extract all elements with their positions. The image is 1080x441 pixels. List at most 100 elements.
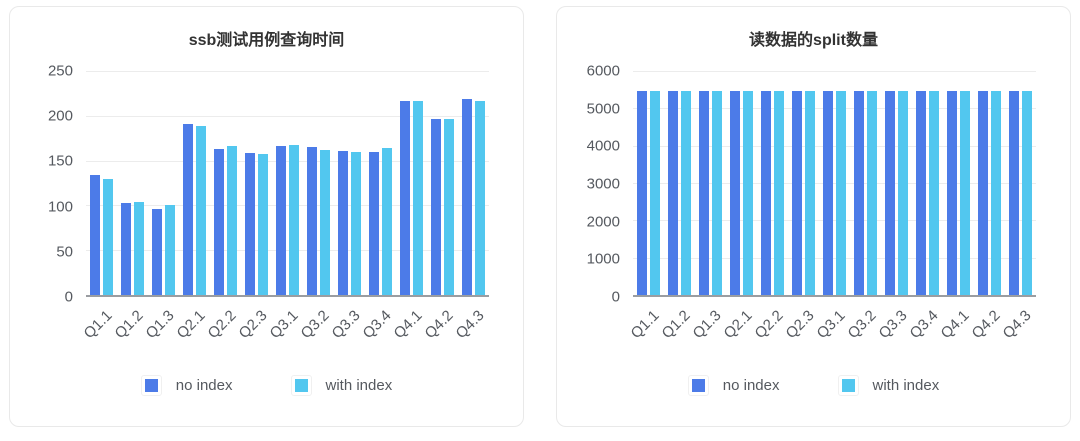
bar-group-Q4.1 bbox=[396, 71, 427, 295]
bar-with-index-Q1.3 bbox=[165, 205, 175, 295]
legend-label: with index bbox=[325, 377, 393, 394]
legend-swatch-icon bbox=[837, 375, 859, 396]
legend-swatch-icon bbox=[140, 375, 162, 396]
bar-group-Q3.1 bbox=[272, 71, 303, 295]
x-label-Q1.1: Q1.1 bbox=[627, 307, 664, 343]
bar-group-Q3.4 bbox=[365, 71, 396, 295]
bar-with-index-Q2.3 bbox=[805, 90, 815, 295]
bar-no-index-Q3.1 bbox=[823, 90, 833, 295]
gridline bbox=[633, 71, 1036, 72]
bar-group-Q1.3 bbox=[695, 71, 726, 295]
bar-no-index-Q2.3 bbox=[245, 153, 255, 295]
bar-group-Q3.2 bbox=[850, 71, 881, 295]
bar-group-Q1.2 bbox=[664, 71, 695, 295]
legend-swatch-color bbox=[841, 379, 855, 392]
chart-card-split-count: 读数据的split数量 6000 5000 4000 3000 2000 1000 0 Q1… bbox=[556, 6, 1071, 427]
plot-area bbox=[633, 71, 1036, 297]
chart-title: ssb测试用例查询时间 bbox=[188, 32, 345, 49]
bar-group-Q3.2 bbox=[303, 71, 334, 295]
x-label-Q3.3: Q3.3 bbox=[875, 307, 912, 343]
x-label-Q2.1: Q2.1 bbox=[720, 307, 757, 343]
x-label-Q4.2: Q4.2 bbox=[421, 307, 458, 343]
bar-with-index-Q1.2 bbox=[134, 201, 144, 295]
y-tick-label: 4000 bbox=[586, 137, 620, 155]
bar-with-index-Q4.1 bbox=[413, 101, 423, 295]
bar-no-index-Q4.1 bbox=[400, 101, 410, 295]
gridline bbox=[86, 115, 489, 117]
x-axis-labels: Q1.1 Q1.2 Q1.3 Q2.1 Q2.2 Q2.3 Q3.1 Q3.2 Q3.3 Q3.4… bbox=[628, 297, 1036, 359]
x-label-Q3.2: Q3.2 bbox=[844, 307, 881, 343]
x-label-Q4.1: Q4.1 bbox=[937, 307, 974, 343]
x-label-Q4.2: Q4.2 bbox=[968, 307, 1005, 343]
y-tick-label: 2000 bbox=[586, 213, 620, 231]
bar-group-Q2.1 bbox=[179, 71, 210, 295]
x-label-Q2.1: Q2.1 bbox=[173, 307, 210, 343]
bar-group-Q1.1 bbox=[633, 71, 664, 295]
bar-no-index-Q3.4 bbox=[369, 151, 379, 295]
chart-legend: no index with index bbox=[10, 375, 523, 396]
bar-group-Q4.2 bbox=[974, 71, 1005, 295]
bar-no-index-Q3.3 bbox=[885, 90, 895, 295]
bar-group-Q3.4 bbox=[912, 71, 943, 295]
bar-with-index-Q1.3 bbox=[712, 90, 722, 295]
x-label-Q1.2: Q1.2 bbox=[111, 307, 148, 343]
bar-no-index-Q4.2 bbox=[431, 118, 441, 295]
x-label-slot: Q4.3 bbox=[1000, 297, 1036, 359]
bar-group-Q2.2 bbox=[757, 71, 788, 295]
bar-with-index-Q2.1 bbox=[743, 90, 753, 295]
bar-with-index-Q4.3 bbox=[475, 101, 485, 295]
bar-group-Q2.1 bbox=[726, 71, 757, 295]
x-label-Q2.3: Q2.3 bbox=[235, 307, 272, 343]
bar-no-index-Q3.3 bbox=[338, 150, 348, 295]
bar-with-index-Q1.1 bbox=[103, 179, 113, 295]
x-label-Q1.3: Q1.3 bbox=[142, 307, 179, 343]
x-label-Q2.2: Q2.2 bbox=[204, 307, 241, 343]
bar-group-Q4.1 bbox=[943, 71, 974, 295]
legend-item-no-index[interactable]: no index bbox=[140, 375, 233, 396]
y-tick-label: 0 bbox=[611, 288, 620, 306]
bar-group-Q4.2 bbox=[427, 71, 458, 295]
gridline bbox=[86, 71, 489, 72]
chart-body: 6000 5000 4000 3000 2000 1000 0 bbox=[557, 63, 1070, 306]
legend-swatch-color bbox=[691, 379, 705, 392]
y-axis: 250 200 150 100 50 0 bbox=[20, 63, 86, 306]
x-label-Q3.4: Q3.4 bbox=[359, 307, 396, 343]
y-tick-label: 1000 bbox=[586, 250, 620, 268]
x-label-Q4.3: Q4.3 bbox=[452, 307, 489, 343]
bar-no-index-Q3.2 bbox=[307, 147, 317, 295]
bar-group-Q1.1 bbox=[86, 71, 117, 295]
x-label-Q1.1: Q1.1 bbox=[80, 307, 117, 343]
legend-label: with index bbox=[872, 377, 940, 394]
bar-no-index-Q4.3 bbox=[462, 98, 472, 295]
y-tick-label: 150 bbox=[47, 152, 73, 170]
bar-with-index-Q3.2 bbox=[867, 90, 877, 295]
bar-no-index-Q2.2 bbox=[214, 148, 224, 295]
gridline bbox=[633, 257, 1036, 259]
bar-no-index-Q1.3 bbox=[152, 208, 162, 295]
bar-no-index-Q2.3 bbox=[792, 90, 802, 295]
y-tick-label: 100 bbox=[47, 198, 73, 216]
legend-item-no-index[interactable]: no index bbox=[687, 375, 780, 396]
x-label-slot: Q4.3 bbox=[453, 297, 489, 359]
bar-with-index-Q3.2 bbox=[320, 149, 330, 295]
gridline bbox=[633, 220, 1036, 222]
chart-title: 读数据的split数量 bbox=[749, 32, 878, 49]
bar-groups bbox=[86, 71, 489, 295]
legend-swatch-color bbox=[144, 379, 158, 392]
bar-no-index-Q1.2 bbox=[121, 202, 131, 295]
gridline bbox=[86, 205, 489, 207]
legend-item-with-index[interactable]: with index bbox=[290, 375, 393, 396]
gridline bbox=[633, 183, 1036, 184]
bar-group-Q4.3 bbox=[458, 71, 489, 295]
bar-with-index-Q3.3 bbox=[898, 90, 908, 295]
x-label-Q1.3: Q1.3 bbox=[689, 307, 726, 343]
legend-item-with-index[interactable]: with index bbox=[837, 375, 940, 396]
bar-with-index-Q3.4 bbox=[382, 148, 392, 295]
bar-group-Q3.3 bbox=[881, 71, 912, 295]
chart-card-query-time: ssb测试用例查询时间 250 200 150 100 50 0 Q1.1 Q1.2 Q1.3… bbox=[9, 6, 524, 427]
bar-with-index-Q3.4 bbox=[929, 90, 939, 295]
y-tick-label: 3000 bbox=[586, 175, 620, 193]
bar-no-index-Q1.2 bbox=[668, 90, 678, 295]
y-tick-label: 5000 bbox=[586, 100, 620, 118]
chart-body: 250 200 150 100 50 0 bbox=[10, 63, 523, 306]
